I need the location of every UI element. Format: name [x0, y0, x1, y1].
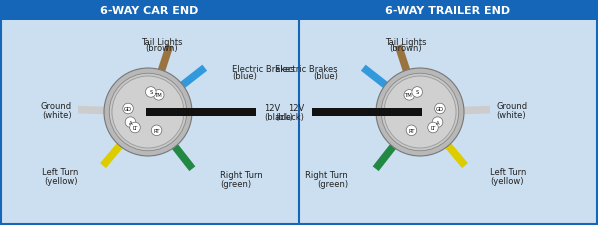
- Text: (green): (green): [220, 180, 251, 189]
- Text: RT: RT: [153, 128, 160, 133]
- Text: (white): (white): [42, 111, 72, 120]
- Bar: [146, 108, 256, 117]
- Text: A: A: [436, 120, 440, 125]
- Bar: [299, 1, 597, 21]
- Circle shape: [404, 90, 414, 101]
- Text: Ground: Ground: [41, 102, 72, 111]
- Circle shape: [109, 74, 187, 151]
- Bar: [1, 1, 298, 21]
- Text: RT: RT: [408, 128, 414, 133]
- Text: (blue): (blue): [232, 72, 257, 81]
- Circle shape: [384, 77, 456, 148]
- Text: Right Turn: Right Turn: [220, 171, 263, 180]
- Text: Tail Lights: Tail Lights: [141, 38, 183, 47]
- Circle shape: [376, 69, 464, 156]
- Text: (black): (black): [275, 113, 304, 122]
- Text: TM: TM: [155, 93, 163, 98]
- Circle shape: [123, 104, 133, 114]
- Text: 6-WAY TRAILER END: 6-WAY TRAILER END: [386, 6, 511, 16]
- Text: Left Turn: Left Turn: [42, 168, 78, 177]
- Text: Tail Lights: Tail Lights: [385, 38, 427, 47]
- Text: Electric Brakes: Electric Brakes: [232, 64, 295, 73]
- Circle shape: [104, 69, 192, 156]
- Text: TM: TM: [405, 93, 413, 98]
- Text: Right Turn: Right Turn: [305, 171, 348, 180]
- Text: (black): (black): [264, 113, 293, 122]
- Text: (blue): (blue): [313, 72, 338, 81]
- Text: (green): (green): [317, 180, 348, 189]
- Text: (yellow): (yellow): [44, 177, 78, 186]
- Text: (brown): (brown): [390, 44, 422, 53]
- Circle shape: [154, 90, 164, 101]
- Circle shape: [145, 87, 156, 98]
- Text: (white): (white): [496, 111, 526, 120]
- Text: S: S: [416, 90, 419, 95]
- Text: Ground: Ground: [496, 102, 527, 111]
- Circle shape: [382, 74, 459, 151]
- Text: GD: GD: [124, 106, 132, 112]
- Circle shape: [435, 104, 446, 114]
- Text: Electric Brakes: Electric Brakes: [275, 64, 338, 73]
- Text: (yellow): (yellow): [490, 177, 523, 186]
- Circle shape: [412, 87, 422, 98]
- Text: S: S: [149, 90, 152, 95]
- Circle shape: [112, 77, 184, 148]
- Circle shape: [151, 126, 162, 136]
- Text: (brown): (brown): [146, 44, 178, 53]
- Circle shape: [406, 126, 417, 136]
- Text: LT: LT: [431, 126, 436, 130]
- Circle shape: [432, 117, 443, 128]
- Text: A: A: [129, 120, 132, 125]
- Text: GD: GD: [436, 106, 444, 112]
- Bar: [312, 108, 422, 117]
- Circle shape: [125, 117, 136, 128]
- Circle shape: [130, 123, 141, 133]
- Circle shape: [428, 123, 438, 133]
- Text: Left Turn: Left Turn: [490, 168, 526, 177]
- Text: 12V: 12V: [288, 104, 304, 113]
- Text: 12V: 12V: [264, 104, 280, 113]
- Text: LT: LT: [132, 126, 138, 130]
- Text: 6-WAY CAR END: 6-WAY CAR END: [100, 6, 198, 16]
